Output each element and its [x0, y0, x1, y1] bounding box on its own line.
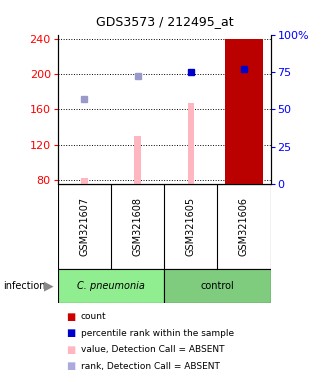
Text: count: count	[81, 312, 107, 321]
Bar	[134, 136, 141, 184]
Bar	[187, 103, 194, 184]
Bar	[225, 39, 263, 184]
Bar	[81, 178, 87, 184]
Bar	[164, 269, 271, 303]
Text: value, Detection Call = ABSENT: value, Detection Call = ABSENT	[81, 345, 224, 354]
Text: infection: infection	[3, 281, 46, 291]
Text: ■: ■	[66, 361, 75, 371]
Text: ■: ■	[66, 312, 75, 322]
Text: percentile rank within the sample: percentile rank within the sample	[81, 329, 234, 338]
Text: rank, Detection Call = ABSENT: rank, Detection Call = ABSENT	[81, 362, 220, 371]
Text: ■: ■	[66, 328, 75, 338]
Text: C. pneumonia: C. pneumonia	[77, 281, 145, 291]
Text: GSM321605: GSM321605	[186, 197, 196, 256]
Text: GSM321608: GSM321608	[133, 197, 143, 256]
Text: ▶: ▶	[44, 280, 54, 293]
Text: GDS3573 / 212495_at: GDS3573 / 212495_at	[96, 15, 234, 28]
Text: ■: ■	[66, 345, 75, 355]
Text: GSM321607: GSM321607	[79, 197, 89, 256]
Bar	[58, 269, 164, 303]
Text: control: control	[201, 281, 234, 291]
Text: GSM321606: GSM321606	[239, 197, 249, 256]
